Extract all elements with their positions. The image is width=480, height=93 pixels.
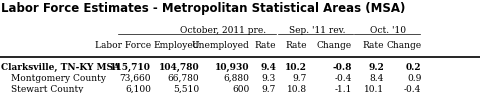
Text: 6,880: 6,880 [224, 74, 250, 83]
Text: Sep. '11 rev.: Sep. '11 rev. [288, 26, 345, 35]
Text: Change: Change [317, 41, 352, 50]
Text: Labor Force: Labor Force [95, 41, 151, 50]
Text: Montgomery County: Montgomery County [11, 74, 106, 83]
Text: 9.3: 9.3 [262, 74, 276, 83]
Text: 0.2: 0.2 [406, 63, 421, 72]
Text: -0.4: -0.4 [335, 74, 352, 83]
Text: -1.1: -1.1 [335, 85, 352, 93]
Text: 104,780: 104,780 [158, 63, 199, 72]
Text: Clarksville, TN-KY MSA: Clarksville, TN-KY MSA [1, 63, 120, 72]
Text: 9.2: 9.2 [368, 63, 384, 72]
Text: 8.4: 8.4 [370, 74, 384, 83]
Text: 0.9: 0.9 [407, 74, 421, 83]
Text: 115,710: 115,710 [110, 63, 151, 72]
Text: -0.8: -0.8 [332, 63, 352, 72]
Text: Unemployed: Unemployed [192, 41, 250, 50]
Text: 73,660: 73,660 [120, 74, 151, 83]
Text: October, 2011 pre.: October, 2011 pre. [180, 26, 266, 35]
Text: Rate: Rate [286, 41, 307, 50]
Text: 5,510: 5,510 [173, 85, 199, 93]
Text: 10.1: 10.1 [364, 85, 384, 93]
Text: -0.4: -0.4 [404, 85, 421, 93]
Text: Employed: Employed [154, 41, 199, 50]
Text: Change: Change [386, 41, 421, 50]
Text: 600: 600 [232, 85, 250, 93]
Text: 9.7: 9.7 [262, 85, 276, 93]
Text: Labor Force Estimates - Metropolitan Statistical Areas (MSA): Labor Force Estimates - Metropolitan Sta… [1, 2, 405, 15]
Text: Rate: Rate [362, 41, 384, 50]
Text: Oct. '10: Oct. '10 [370, 26, 406, 35]
Text: 10,930: 10,930 [215, 63, 250, 72]
Text: 66,780: 66,780 [168, 74, 199, 83]
Text: Rate: Rate [254, 41, 276, 50]
Text: Stewart County: Stewart County [11, 85, 83, 93]
Text: 10.8: 10.8 [287, 85, 307, 93]
Text: 10.2: 10.2 [285, 63, 307, 72]
Text: 9.4: 9.4 [260, 63, 276, 72]
Text: 6,100: 6,100 [125, 85, 151, 93]
Text: 9.7: 9.7 [293, 74, 307, 83]
